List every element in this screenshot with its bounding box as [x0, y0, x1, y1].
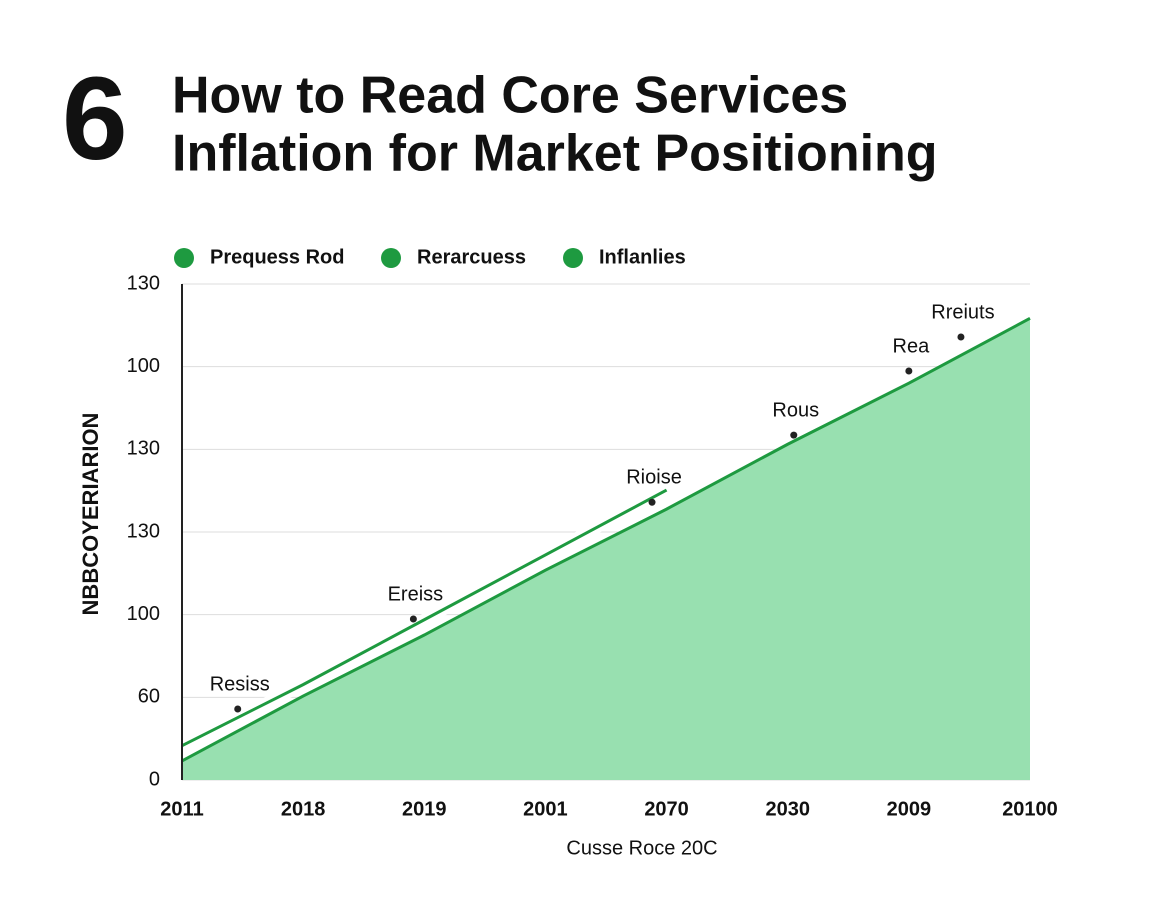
point-label: Rous: [772, 399, 819, 421]
y-tick-label: 100: [127, 355, 160, 377]
badge: 6: [62, 53, 128, 185]
x-tick-label: 2019: [402, 798, 447, 820]
point-label: Ereiss: [388, 583, 444, 605]
point: [409, 615, 417, 623]
area: [182, 318, 1030, 780]
x-tick-label: 2070: [644, 798, 689, 820]
area-line: [181, 317, 1031, 763]
legend-label: Prequess Rod: [210, 246, 344, 268]
point-label: Resiss: [210, 673, 270, 695]
y-tick-label: 100: [127, 603, 160, 625]
point: [648, 498, 656, 506]
legend-marker: [563, 248, 583, 268]
x-tick-label: 2009: [887, 798, 932, 820]
point: [790, 431, 798, 439]
legend-marker: [174, 248, 194, 268]
y-tick-label: 130: [127, 438, 160, 460]
y-tick-label: 0: [149, 768, 160, 790]
x-tick-label: 2018: [281, 798, 326, 820]
x-tick-label: 20100: [1002, 798, 1058, 820]
chart-title: How to Read Core Services: [172, 67, 848, 125]
x-axis-label: Cusse Roce 20C: [566, 837, 717, 859]
line: [181, 488, 668, 748]
x-tick-label: 2001: [523, 798, 568, 820]
y-tick-label: 60: [138, 686, 160, 708]
x-tick-label: 2030: [765, 798, 810, 820]
point-label: Rioise: [626, 467, 682, 489]
x-tick-label: 2011: [160, 798, 203, 820]
y-tick-label: 130: [127, 272, 160, 294]
legend-label: Rerarcuess: [417, 246, 526, 268]
chart-subtitle: Inflation for Market Positioning: [172, 125, 938, 183]
legend-label: Inflanlies: [599, 246, 686, 268]
point: [957, 333, 965, 341]
y-tick-label: 130: [127, 520, 160, 542]
point: [905, 367, 913, 375]
point: [234, 705, 242, 713]
point-label: Rea: [893, 335, 931, 357]
point-label: Rreiuts: [931, 301, 994, 323]
y-axis-label: NBBCOYERIARION: [78, 413, 103, 616]
legend-marker: [381, 248, 401, 268]
